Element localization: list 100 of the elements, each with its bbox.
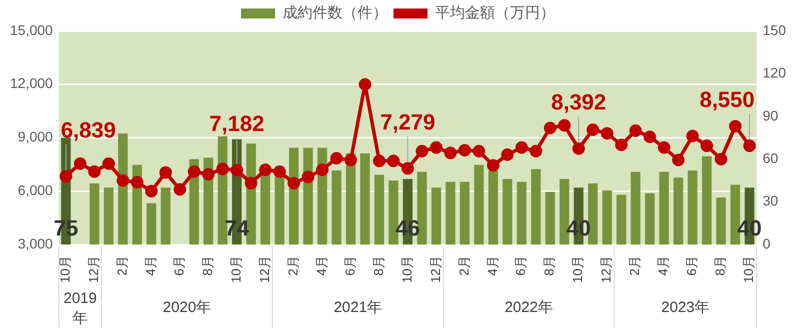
bar <box>474 164 484 245</box>
point <box>387 154 400 168</box>
point <box>88 165 101 178</box>
data-label: 7,279 <box>380 109 436 134</box>
bar <box>446 182 456 245</box>
point <box>515 141 528 154</box>
bar <box>674 178 684 245</box>
legend-label: 平均金額（万円） <box>435 4 555 22</box>
bar <box>260 173 270 245</box>
x-tick-label: 10月 <box>741 256 756 284</box>
x-tick-label: 6月 <box>342 256 358 276</box>
x-tick-label: 2月 <box>456 256 472 276</box>
x-tick-label: 10月 <box>58 256 73 284</box>
point <box>658 141 670 154</box>
x-tick-label: 10月 <box>570 256 586 284</box>
point <box>202 168 215 180</box>
x-tick-label: 8月 <box>712 256 728 276</box>
x-tick-label: 12月 <box>598 256 614 284</box>
bar <box>460 182 470 245</box>
point <box>486 159 500 172</box>
y-tick-label: 6,000 <box>18 182 54 198</box>
x-tick-label: 6月 <box>684 256 700 276</box>
x-tick-label: 12月 <box>86 256 101 284</box>
y2-tick-label: 0 <box>762 235 771 252</box>
text: 2023年 <box>661 299 710 316</box>
point <box>743 140 756 152</box>
point <box>714 152 728 166</box>
point <box>102 157 115 170</box>
point <box>130 176 144 189</box>
point <box>230 164 244 176</box>
x-tick-label: 8月 <box>200 256 215 276</box>
bar <box>104 188 114 245</box>
point <box>330 152 343 164</box>
bar <box>702 156 712 245</box>
text: 2022年 <box>504 299 553 316</box>
point <box>586 124 600 136</box>
x-tick-label: 12月 <box>256 256 272 284</box>
bar <box>630 172 640 245</box>
point <box>600 127 614 140</box>
bar <box>90 183 100 245</box>
point <box>116 174 130 187</box>
x-tick-label: 4月 <box>142 256 158 276</box>
point <box>572 142 585 155</box>
point <box>74 157 86 170</box>
point <box>159 166 172 179</box>
point <box>373 154 386 168</box>
x-tick-label: 6月 <box>171 256 186 276</box>
data-label: 7,182 <box>209 111 264 136</box>
bar <box>431 188 442 245</box>
y2-tick-label: 90 <box>762 107 778 124</box>
point <box>686 130 699 142</box>
bar <box>616 194 626 245</box>
point <box>60 170 72 182</box>
bar <box>146 203 156 245</box>
point <box>430 141 442 154</box>
bar <box>332 170 342 245</box>
bar <box>360 153 370 245</box>
x-tick-label: 10月 <box>399 256 414 284</box>
y2-tick-label: 120 <box>762 64 786 81</box>
bar <box>645 193 655 245</box>
x-tick-label: 8月 <box>370 256 386 276</box>
point <box>629 124 642 137</box>
point <box>472 144 486 158</box>
y2-tick-label: 150 <box>762 22 786 38</box>
point <box>174 183 186 196</box>
point <box>401 162 414 175</box>
bar <box>545 192 555 245</box>
x-tick-label: 2月 <box>627 256 642 276</box>
bar <box>659 172 669 245</box>
point <box>729 120 742 132</box>
bar <box>374 174 384 245</box>
x-tick-label: 2月 <box>114 256 130 276</box>
bar <box>516 182 526 245</box>
point <box>644 130 656 144</box>
x-tick-label: 8月 <box>542 256 557 276</box>
point <box>302 170 314 184</box>
bar <box>502 179 512 245</box>
x-tick-label: 4月 <box>484 256 500 276</box>
point <box>501 148 514 161</box>
point <box>672 154 685 166</box>
y-tick-label: 3,000 <box>18 235 54 252</box>
x-tick-label: 12月 <box>428 256 443 284</box>
point <box>358 78 372 91</box>
legend-label: 成約件数（件） <box>282 4 388 22</box>
bar <box>274 176 284 245</box>
y2-tick-label: 30 <box>762 192 778 209</box>
point <box>273 165 286 178</box>
y-tick-label: 12,000 <box>10 75 54 92</box>
y-tick-label: 9,000 <box>18 128 54 145</box>
bar <box>588 183 598 245</box>
point <box>700 140 714 152</box>
point <box>458 144 471 156</box>
point <box>216 162 229 176</box>
point <box>188 165 200 178</box>
point <box>544 122 556 134</box>
bar <box>488 170 498 245</box>
point <box>615 138 628 152</box>
text: 2021年 <box>334 299 382 316</box>
point <box>145 184 158 198</box>
text: 2020年 <box>162 299 212 316</box>
